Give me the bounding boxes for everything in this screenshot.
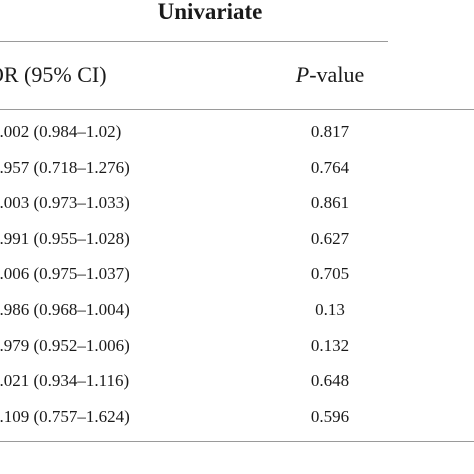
or-ci-cell: 0.991 (0.955–1.028): [0, 228, 130, 248]
p-value-cell: 0.705: [310, 264, 350, 284]
table-row: 0.991 (0.955–1.028) 0.627: [0, 222, 474, 258]
or-ci-cell: 1.109 (0.757–1.624): [0, 406, 130, 426]
table-row: 0.986 (0.968–1.004) 0.13: [0, 293, 474, 329]
p-value-cell: 0.861: [310, 193, 350, 213]
or-ci-cell: 0.979 (0.952–1.006): [0, 335, 130, 355]
p-letter: P: [295, 62, 310, 87]
group-underline: [0, 41, 388, 42]
table-row: 1.109 (0.757–1.624) 0.596: [0, 400, 474, 436]
table-bottom-rule: [0, 441, 474, 442]
p-value-cell: 0.648: [310, 371, 350, 391]
p-value-cell: 0.13: [315, 299, 345, 319]
table-row: 1.021 (0.934–1.116) 0.648: [0, 364, 474, 400]
column-header-or-ci: OR (95% CI): [0, 62, 107, 87]
table-body: 1.002 (0.984–1.02) 0.817 0.957 (0.718–1.…: [0, 115, 474, 435]
p-value-cell: 0.596: [310, 406, 350, 426]
or-ci-cell: 1.021 (0.934–1.116): [0, 371, 130, 391]
or-ci-cell: 0.957 (0.718–1.276): [0, 157, 130, 177]
or-ci-cell: 1.002 (0.984–1.02): [0, 122, 122, 141]
group-title: Univariate: [157, 0, 263, 24]
p-value-cell: 0.817: [310, 122, 350, 141]
p-suffix: -value: [309, 62, 365, 87]
column-header-p-value: P-value: [270, 62, 390, 88]
header-divider: [0, 109, 474, 110]
p-value-cell: 0.627: [310, 228, 350, 248]
table-row: 1.002 (0.984–1.02) 0.817: [0, 115, 474, 151]
or-ci-cell: 1.003 (0.973–1.033): [0, 193, 130, 213]
table-row: 1.006 (0.975–1.037) 0.705: [0, 257, 474, 293]
or-ci-cell: 1.006 (0.975–1.037): [0, 264, 130, 284]
p-value-cell: 0.764: [310, 157, 350, 177]
p-value-cell: 0.132: [310, 335, 350, 355]
table-row: 1.003 (0.973–1.033) 0.861: [0, 186, 474, 222]
table-row: 0.979 (0.952–1.006) 0.132: [0, 329, 474, 365]
table-row: 0.957 (0.718–1.276) 0.764: [0, 151, 474, 187]
or-ci-cell: 0.986 (0.968–1.004): [0, 299, 130, 319]
